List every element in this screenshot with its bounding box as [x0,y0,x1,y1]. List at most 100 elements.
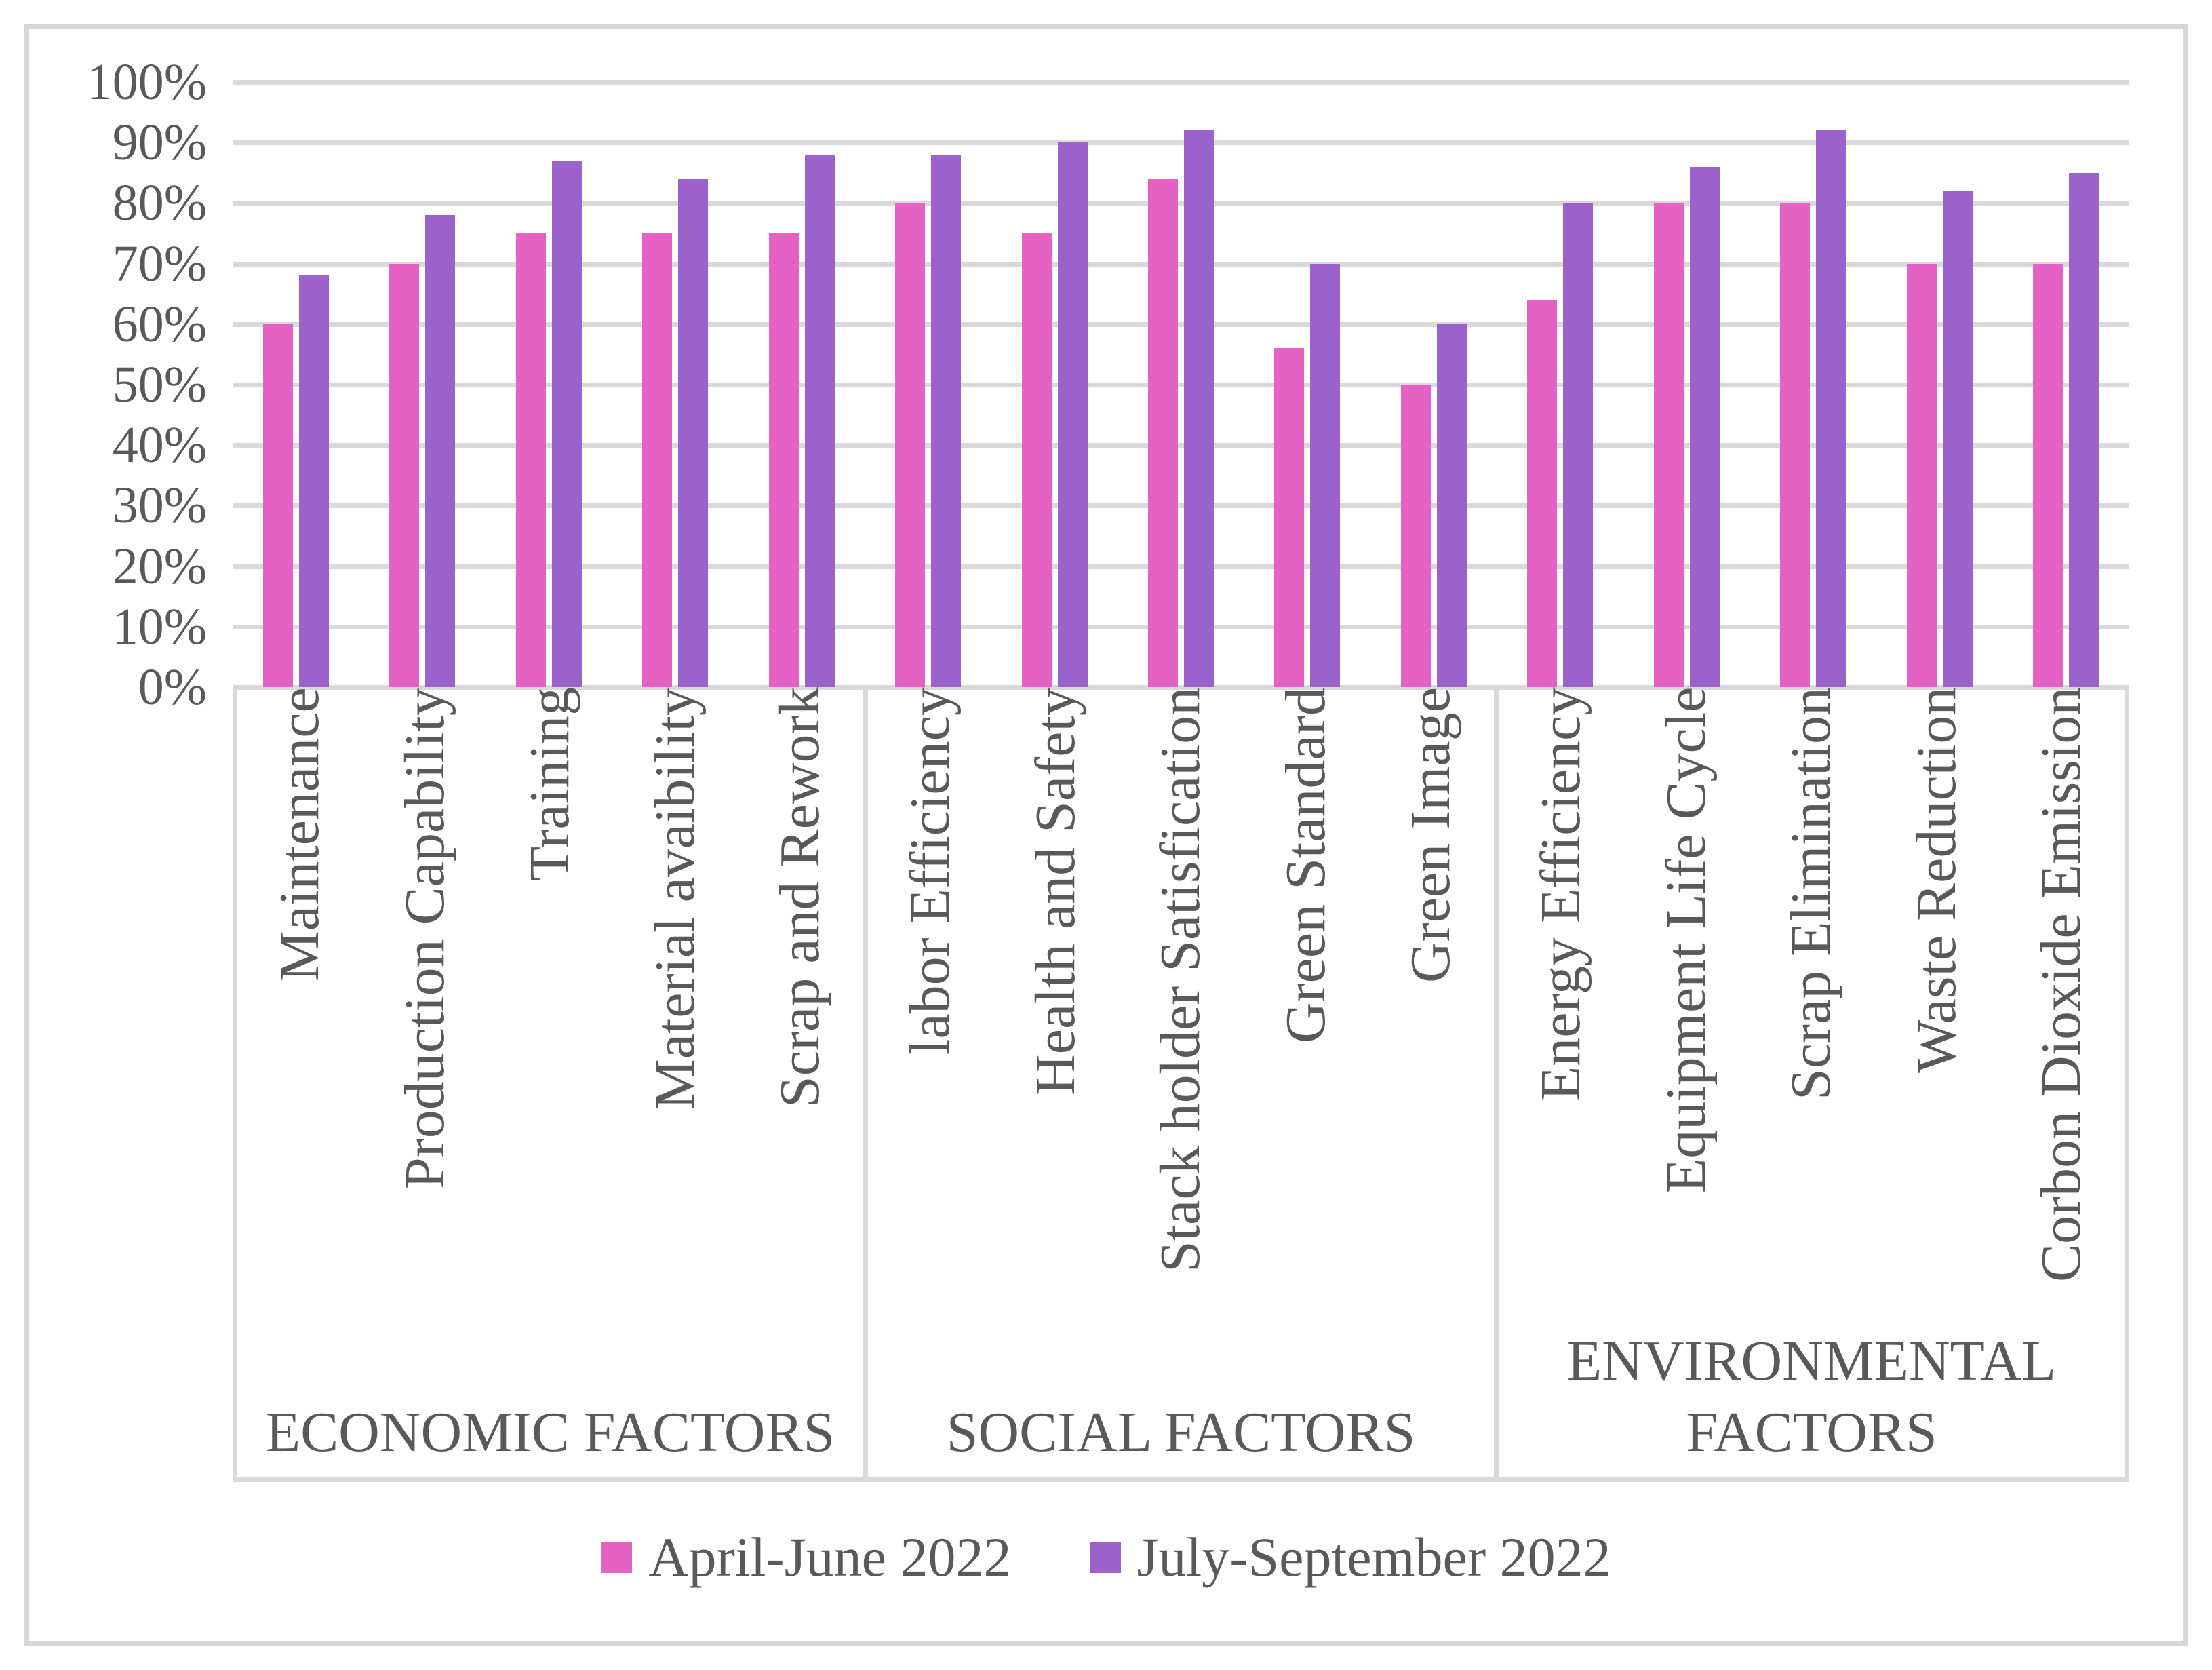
bar-april-june-2022 [642,233,673,687]
category-label: Waste Reduction [1904,687,1968,1074]
category-bar-group [486,82,612,687]
category-label-cell: Material avaibility [613,687,738,1397]
bar-april-june-2022 [1274,348,1305,687]
category-label-cell: Green Image [1368,687,1494,1397]
category-bar-group [1118,82,1244,687]
category-label-cell: Waste Reduction [1874,687,2000,1325]
y-axis-tick-label: 20% [112,537,207,595]
bar-july-september-2022 [2069,172,2099,687]
category-bar-group [1750,82,1876,687]
category-bar-group [1370,82,1497,687]
y-axis-tick-label: 30% [112,477,207,535]
bar-april-june-2022 [2033,263,2063,687]
category-bar-group [865,82,991,687]
bar-april-june-2022 [515,233,546,687]
bar-april-june-2022 [1780,203,1811,687]
legend-label: April-June 2022 [648,1526,1012,1588]
gridline [233,322,2129,327]
gridline [233,564,2129,569]
category-label: Energy Efficiency [1529,687,1592,1102]
bar-april-june-2022 [1400,385,1431,687]
bar-april-june-2022 [389,263,420,687]
category-label-cell: Maintenance [237,687,363,1397]
category-bar-group [1623,82,1750,687]
category-label: Health and Safety [1023,687,1087,1095]
gridline [233,201,2129,206]
category-label: Green Standard [1273,687,1337,1043]
bar-july-september-2022 [1310,263,1341,687]
bar-april-june-2022 [895,203,926,687]
bar-july-september-2022 [551,160,582,687]
bar-april-june-2022 [1021,233,1052,687]
y-axis-tick-label: 60% [112,295,207,353]
category-bar-group [1876,82,2002,687]
bar-july-september-2022 [1436,324,1467,687]
y-axis-tick-label: 80% [112,174,207,232]
category-label-cell: Scrap Elimination [1749,687,1874,1325]
category-label-row: Energy Efficiency Equipment Life Cycle Scr… [1499,687,2125,1325]
category-label: Equipment Life Cycle [1654,687,1718,1194]
category-label-row: labor Efficiency Health and Safety Stack h… [868,687,1494,1397]
bar-july-september-2022 [1942,191,1973,687]
group-label: ECONOMIC FACTORS [265,1401,835,1464]
category-bar-group [1497,82,1623,687]
category-label-cell: Green Standard [1244,687,1369,1397]
category-label: Scrap Elimination [1779,687,1843,1100]
bar-april-june-2022 [1906,263,1937,687]
legend-swatch-icon [601,1542,633,1573]
y-axis-tick-label: 40% [112,416,207,474]
group-label: SOCIAL FACTORS [946,1401,1416,1464]
gridline [233,624,2129,629]
bar-july-september-2022 [804,155,835,687]
category-bar-group [991,82,1118,687]
category-label-cell: labor Efficiency [868,687,993,1397]
y-axis-tick-label: 100% [86,54,207,111]
bar-july-september-2022 [678,178,709,687]
bar-july-september-2022 [1184,130,1214,687]
category-bar-group [612,82,738,687]
bar-july-september-2022 [1816,130,1846,687]
legend: April-June 2022 July-September 2022 [29,1530,2183,1585]
gridline [233,80,2129,85]
legend-item: July-September 2022 [1089,1526,1611,1588]
category-label: Maintenance [268,687,331,982]
category-label: Corbon Dioxide Emission [2030,687,2093,1283]
group-section: labor Efficiency Health and Safety Stack h… [868,687,1499,1477]
category-label-cell: Energy Efficiency [1499,687,1624,1325]
category-bar-group [738,82,865,687]
legend-label: July-September 2022 [1137,1526,1611,1588]
bar-april-june-2022 [768,233,799,687]
y-axis-tick-label: 70% [112,235,207,292]
bar-july-september-2022 [1057,142,1088,687]
category-label-cell: Health and Safety [993,687,1119,1397]
category-label-row: Maintenance Production Capability Training… [237,687,863,1397]
category-label: Training [518,687,582,882]
category-label: labor Efficiency [898,687,962,1055]
group-section: Energy Efficiency Equipment Life Cycle Scr… [1499,687,2125,1477]
category-label-box: Maintenance Production Capability Training… [233,687,2129,1482]
category-label-cell: Scrap and Rework [738,687,863,1397]
gridline [233,503,2129,509]
category-label-cell: Equipment Life Cycle [1624,687,1750,1325]
bar-april-june-2022 [1527,300,1558,687]
gridline [233,383,2129,387]
bar-april-june-2022 [1653,203,1684,687]
group-label: ENVIRONMENTAL FACTORS [1566,1329,2057,1464]
chart-plot-container: 0% 10% 20% 30% 40% 50% 60% 70% 80% 90% 100% Mainten… [29,29,2183,1641]
group-section: Maintenance Production Capability Training… [237,687,868,1477]
gridline [233,685,2129,690]
category-label-cell: Production Capability [363,687,488,1397]
bar-july-september-2022 [1689,166,1720,687]
y-axis-tick-label: 90% [112,114,207,172]
y-axis-tick-label: 0% [138,659,207,716]
bar-april-june-2022 [1148,178,1179,687]
legend-item: April-June 2022 [601,1526,1012,1588]
category-bar-group [1244,82,1370,687]
bar-july-september-2022 [425,215,456,687]
y-axis-tick-label: 10% [112,598,207,655]
category-label: Stack holder Satisfication [1149,687,1212,1273]
gridline [233,443,2129,448]
category-bar-group [2003,82,2129,687]
category-label: Scrap and Rework [768,687,832,1108]
